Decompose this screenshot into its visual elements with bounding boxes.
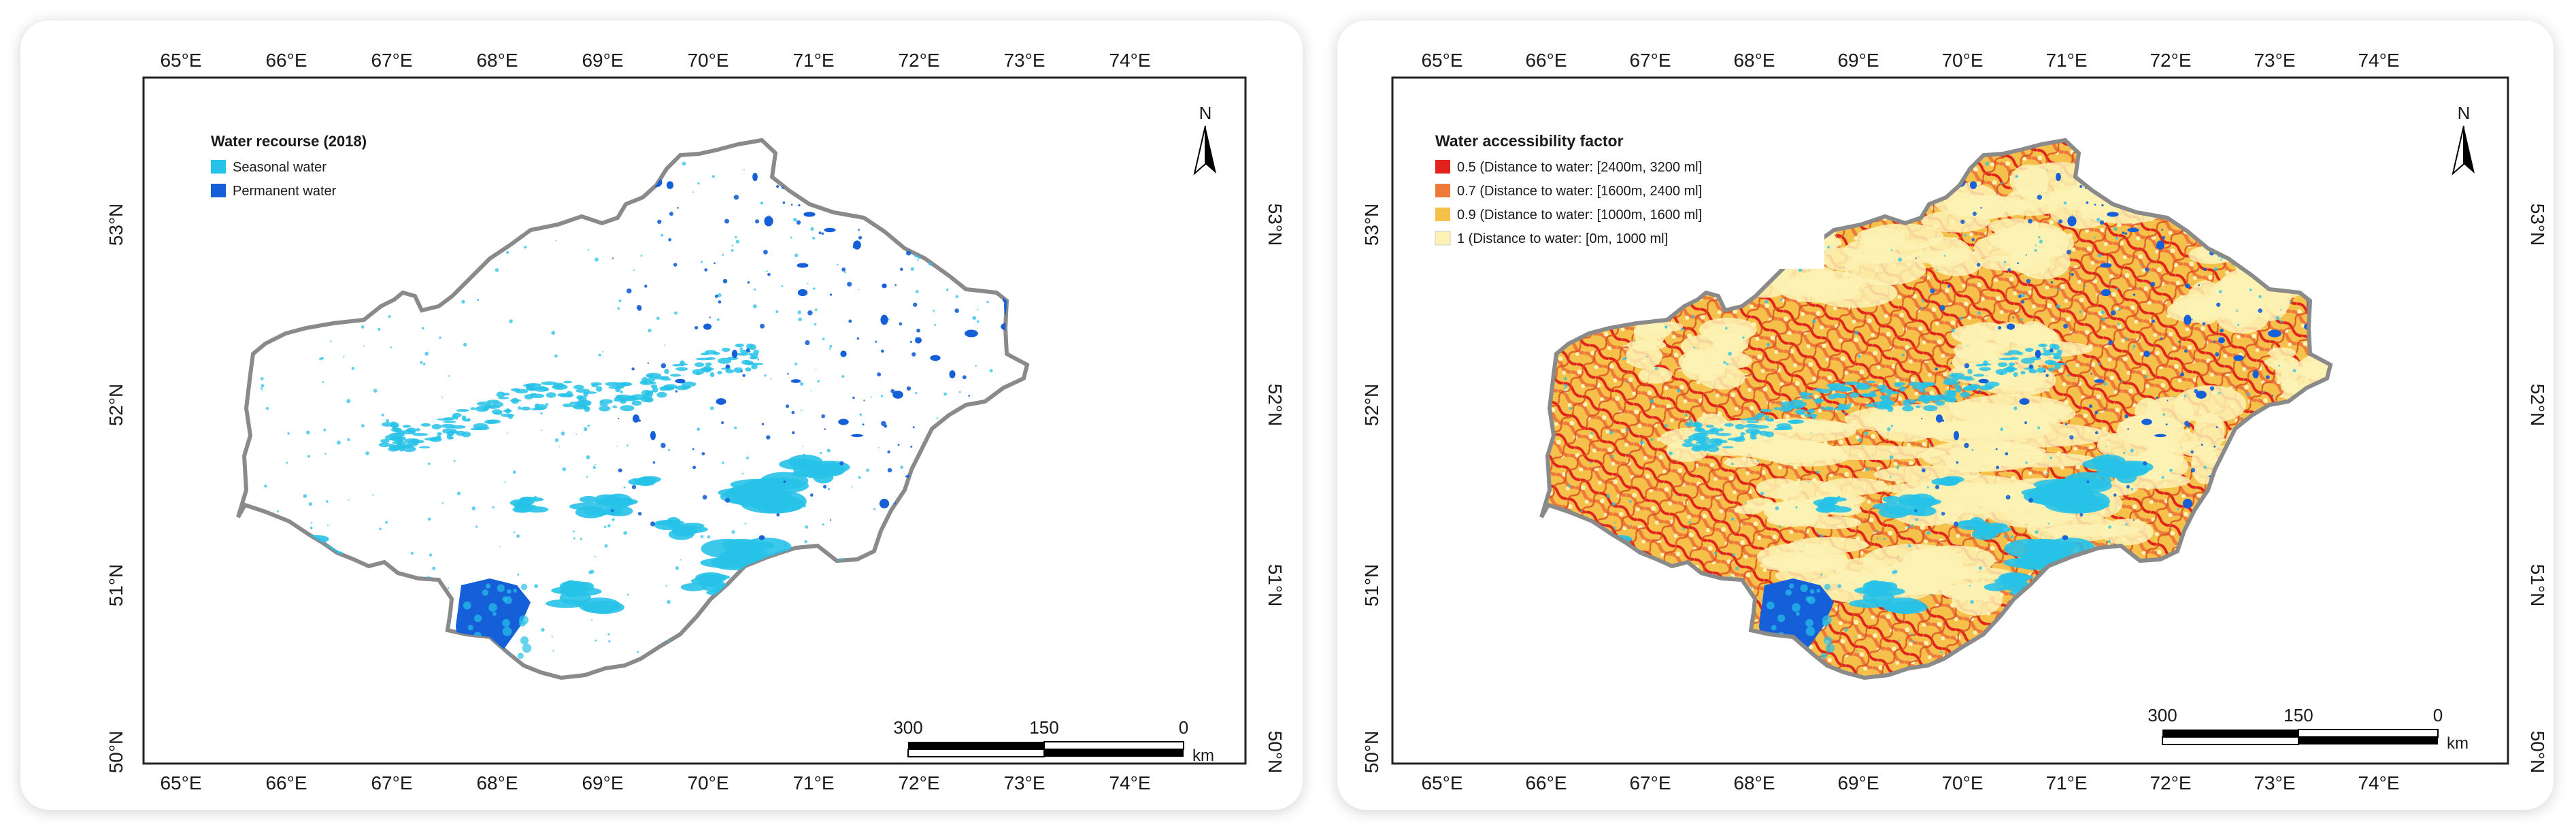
longitude-label: 71°E <box>2045 50 2087 71</box>
map-card-water-accessibility: 65°E 66°E 67°E 68°E 69°E 70°E 71°E 72°E 73°E 74°E… <box>1337 20 2554 810</box>
legend-swatch-0-7 <box>1435 184 1450 197</box>
latitude-label: 52°N <box>1361 384 1382 427</box>
latitude-label: 52°N <box>105 384 127 427</box>
scale-tick-150: 150 <box>2284 705 2313 725</box>
longitude-label: 70°E <box>687 772 729 793</box>
longitude-label: 73°E <box>1003 772 1045 793</box>
scale-bar: 300 150 0 km <box>893 717 1214 765</box>
north-label: N <box>1199 103 1212 123</box>
legend-label-0-7: 0.7 (Distance to water: [1600m, 2400 ml] <box>1457 184 1702 199</box>
longitude-label: 69°E <box>1837 772 1879 793</box>
latitude-label: 50°N <box>1361 731 1382 774</box>
longitude-label: 71°E <box>792 50 834 71</box>
scale-unit: km <box>2447 734 2469 753</box>
longitude-label: 69°E <box>1837 50 1879 71</box>
longitude-label: 73°E <box>2254 772 2295 793</box>
longitude-label: 74°E <box>2358 772 2399 793</box>
legend-title: Water recourse (2018) <box>211 133 367 150</box>
latitude-label: 52°N <box>1265 384 1286 427</box>
longitude-label: 67°E <box>371 772 412 793</box>
legend-label-seasonal: Seasonal water <box>233 160 327 175</box>
longitude-label: 73°E <box>1003 50 1045 71</box>
legend: Water recourse (2018) Seasonal water Per… <box>211 133 367 199</box>
north-arrow: N <box>2452 103 2475 176</box>
scale-tick-150: 150 <box>1029 717 1058 738</box>
scale-bar: 300 150 0 km <box>2147 701 2469 754</box>
scale-unit: km <box>1192 747 1214 765</box>
latitude-label: 53°N <box>2527 203 2548 246</box>
longitude-label: 67°E <box>371 50 412 71</box>
legend-swatch-0-5 <box>1435 160 1450 174</box>
longitude-label: 68°E <box>476 772 518 793</box>
longitude-label: 70°E <box>687 50 729 71</box>
legend-label-0-9: 0.9 (Distance to water: [1000m, 1600 ml] <box>1457 208 1702 223</box>
latitude-label: 50°N <box>105 731 127 774</box>
legend-label-0-5: 0.5 (Distance to water: [2400m, 3200 ml] <box>1457 160 1702 175</box>
longitude-label: 74°E <box>2358 50 2399 71</box>
latitude-label: 51°N <box>1361 564 1382 607</box>
longitude-label: 66°E <box>265 772 307 793</box>
legend-label-permanent: Permanent water <box>233 184 337 199</box>
legend-swatch-1 <box>1435 231 1451 246</box>
legend-swatch-0-9 <box>1435 208 1450 221</box>
longitude-label: 69°E <box>582 772 623 793</box>
latitude-label: 50°N <box>1265 731 1286 774</box>
north-arrow-icon <box>1193 125 1216 176</box>
water-bodies-layer <box>258 161 1014 668</box>
longitude-label: 67°E <box>1629 50 1671 71</box>
longitude-label: 68°E <box>1733 50 1775 71</box>
longitude-label: 69°E <box>582 50 623 71</box>
legend-title: Water accessibility factor <box>1435 132 1624 150</box>
north-arrow-icon <box>2452 125 2475 176</box>
longitude-label: 72°E <box>898 772 939 793</box>
latitude-label: 51°N <box>2527 564 2548 607</box>
longitude-label: 66°E <box>1525 772 1567 793</box>
longitude-label: 66°E <box>265 50 307 71</box>
legend-label-1: 1 (Distance to water: [0m, 1000 ml] <box>1457 231 1668 246</box>
water-accessibility-map: 65°E 66°E 67°E 68°E 69°E 70°E 71°E 72°E 73°E 74°E… <box>1361 50 2548 793</box>
latitude-label: 53°N <box>1265 203 1286 246</box>
water-resource-map: 65°E 66°E 67°E 68°E 69°E 70°E 71°E 72°E 73°E 74°E… <box>105 50 1286 793</box>
longitude-label: 71°E <box>2045 772 2087 793</box>
latitude-label: 51°N <box>105 564 127 607</box>
longitude-label: 71°E <box>792 772 834 793</box>
scale-tick-300: 300 <box>893 717 922 738</box>
latitude-label: 50°N <box>2527 731 2548 774</box>
longitude-label: 67°E <box>1629 772 1671 793</box>
longitude-label: 65°E <box>160 772 201 793</box>
longitude-label: 72°E <box>898 50 939 71</box>
scale-tick-300: 300 <box>2147 705 2177 725</box>
longitude-label: 72°E <box>2150 50 2191 71</box>
longitude-label: 68°E <box>476 50 518 71</box>
longitude-label: 65°E <box>1421 50 1462 71</box>
region-boundary <box>1539 137 2333 681</box>
longitude-label: 65°E <box>160 50 201 71</box>
longitude-label: 70°E <box>1941 50 1983 71</box>
longitude-label: 74°E <box>1109 50 1150 71</box>
longitude-label: 65°E <box>1421 772 1462 793</box>
longitude-label: 73°E <box>2254 50 2295 71</box>
latitude-label: 53°N <box>105 203 127 246</box>
longitude-label: 68°E <box>1733 772 1775 793</box>
latitude-label: 51°N <box>1265 564 1286 607</box>
longitude-label: 74°E <box>1109 772 1150 793</box>
map-card-water-resource: 65°E 66°E 67°E 68°E 69°E 70°E 71°E 72°E 73°E 74°E… <box>20 20 1303 810</box>
legend: Water accessibility factor 0.5 (Distance… <box>1431 122 1824 269</box>
latitude-label: 52°N <box>2527 384 2548 427</box>
scale-tick-0: 0 <box>2433 705 2443 725</box>
latitude-label: 53°N <box>1361 203 1382 246</box>
legend-swatch-permanent <box>211 184 226 197</box>
north-label: N <box>2458 103 2471 123</box>
scale-tick-0: 0 <box>1179 717 1188 738</box>
north-arrow: N <box>1193 103 1216 176</box>
legend-swatch-seasonal <box>211 160 226 174</box>
longitude-label: 70°E <box>1941 772 1983 793</box>
longitude-label: 72°E <box>2150 772 2191 793</box>
longitude-label: 66°E <box>1525 50 1567 71</box>
